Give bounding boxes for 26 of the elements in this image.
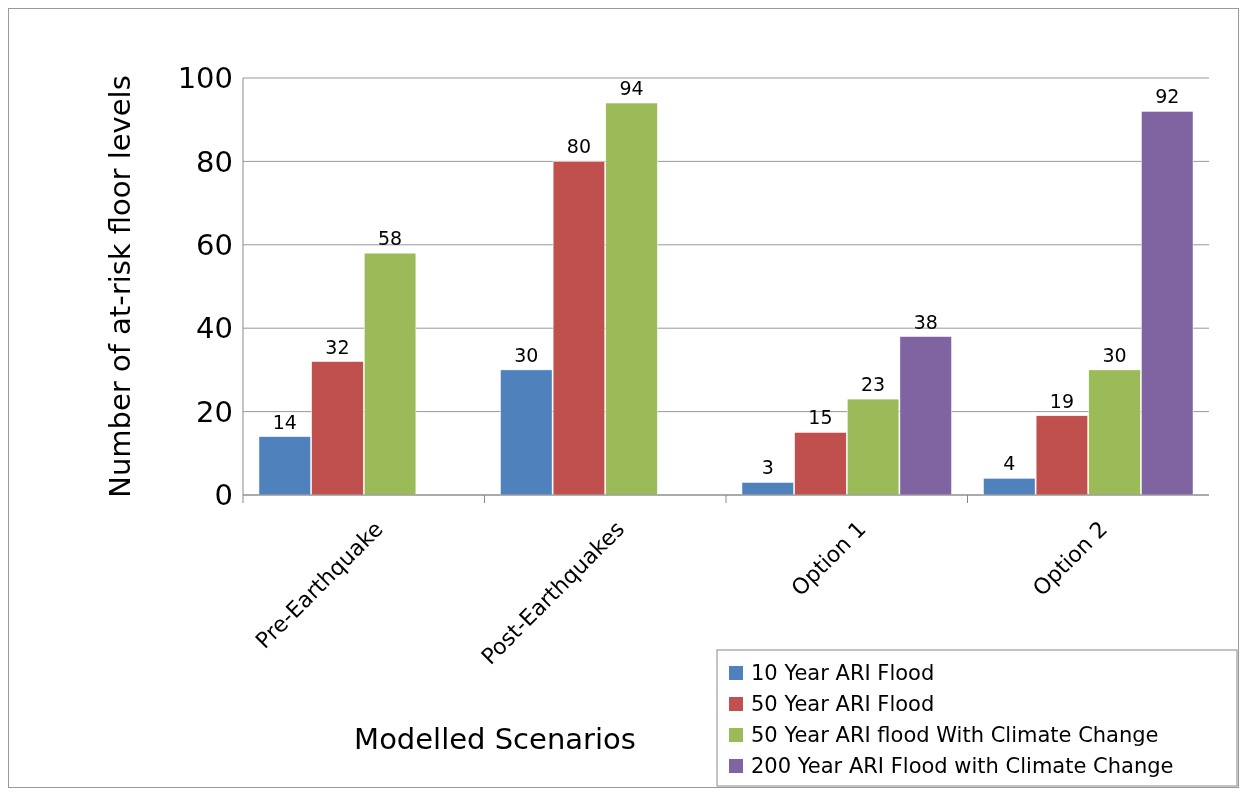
data-label: 30 [514,343,539,366]
data-label: 23 [860,373,886,396]
legend-label: 10 Year ARI Flood [751,661,935,686]
data-label: 4 [1003,452,1016,475]
data-label: 92 [1155,85,1180,108]
data-label: 19 [1049,389,1075,412]
y-tick-label: 100 [177,61,233,96]
y-tick-label: 20 [196,394,233,429]
y-tick-label: 0 [214,478,233,513]
legend-label: 50 Year ARI flood With Climate Change [751,723,1159,748]
legend-label: 50 Year ARI Flood [751,692,935,717]
y-axis-title: Number of at-risk floor levels [103,75,137,498]
data-label: 3 [761,456,774,479]
x-axis-title: Modelled Scenarios [354,722,636,756]
data-label: 15 [808,406,833,429]
data-label: 58 [377,227,403,250]
data-label: 30 [1102,343,1127,366]
data-label: 80 [566,135,592,158]
data-label: 14 [272,410,297,433]
y-tick-label: 40 [196,311,233,346]
y-tick-label: 60 [196,227,233,262]
legend-label: 200 Year ARI Flood with Climate Change [751,754,1174,779]
data-label: 32 [325,335,350,358]
y-tick-label: 80 [196,144,233,179]
data-label: 94 [619,77,644,100]
data-label: 38 [913,310,938,333]
